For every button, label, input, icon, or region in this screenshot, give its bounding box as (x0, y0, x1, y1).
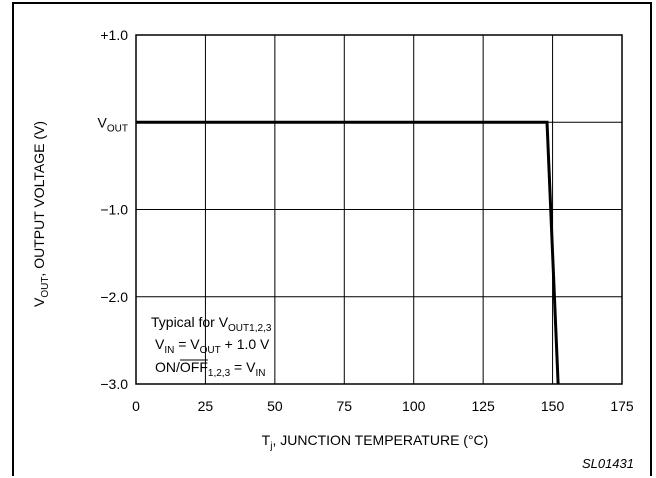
x-tick-label: 175 (610, 398, 634, 414)
x-tick-label: 75 (336, 398, 352, 414)
annotation-line-3: ON/OFF1,2,3 = VIN (155, 359, 265, 379)
y-tick-label: −3.0 (100, 376, 128, 392)
x-axis-label: Tj, JUNCTION TEMPERATURE (°C) (262, 432, 489, 452)
annotation-line-2: VIN = VOUT + 1.0 V (155, 336, 270, 356)
y-tick-label: −1.0 (100, 202, 128, 218)
figure-frame (12, 2, 652, 476)
x-tick-label: 125 (471, 398, 495, 414)
y-tick-label: −2.0 (100, 289, 128, 305)
x-tick-label: 150 (541, 398, 565, 414)
series-line (136, 120, 560, 385)
x-tick-label: 100 (402, 398, 426, 414)
x-tick-label: 50 (267, 398, 283, 414)
x-tick-label: 25 (198, 398, 214, 414)
grid (135, 34, 623, 385)
y-tick-label: VOUT (98, 114, 128, 134)
y-tick-label: +1.0 (100, 27, 128, 43)
x-tick-labels: 0 25 50 75 100 125 150 175 (132, 398, 634, 414)
annotation-line-1: Typical for VOUT1,2,3 (151, 314, 272, 334)
x-tick-label: 0 (132, 398, 140, 414)
y-tick-labels: +1.0 VOUT −1.0 −2.0 −3.0 (98, 27, 129, 392)
figure-id: SL01431 (582, 456, 634, 471)
plot-area (135, 34, 623, 385)
y-axis-label: VOUT, OUTPUT VOLTAGE (V) (31, 121, 51, 307)
